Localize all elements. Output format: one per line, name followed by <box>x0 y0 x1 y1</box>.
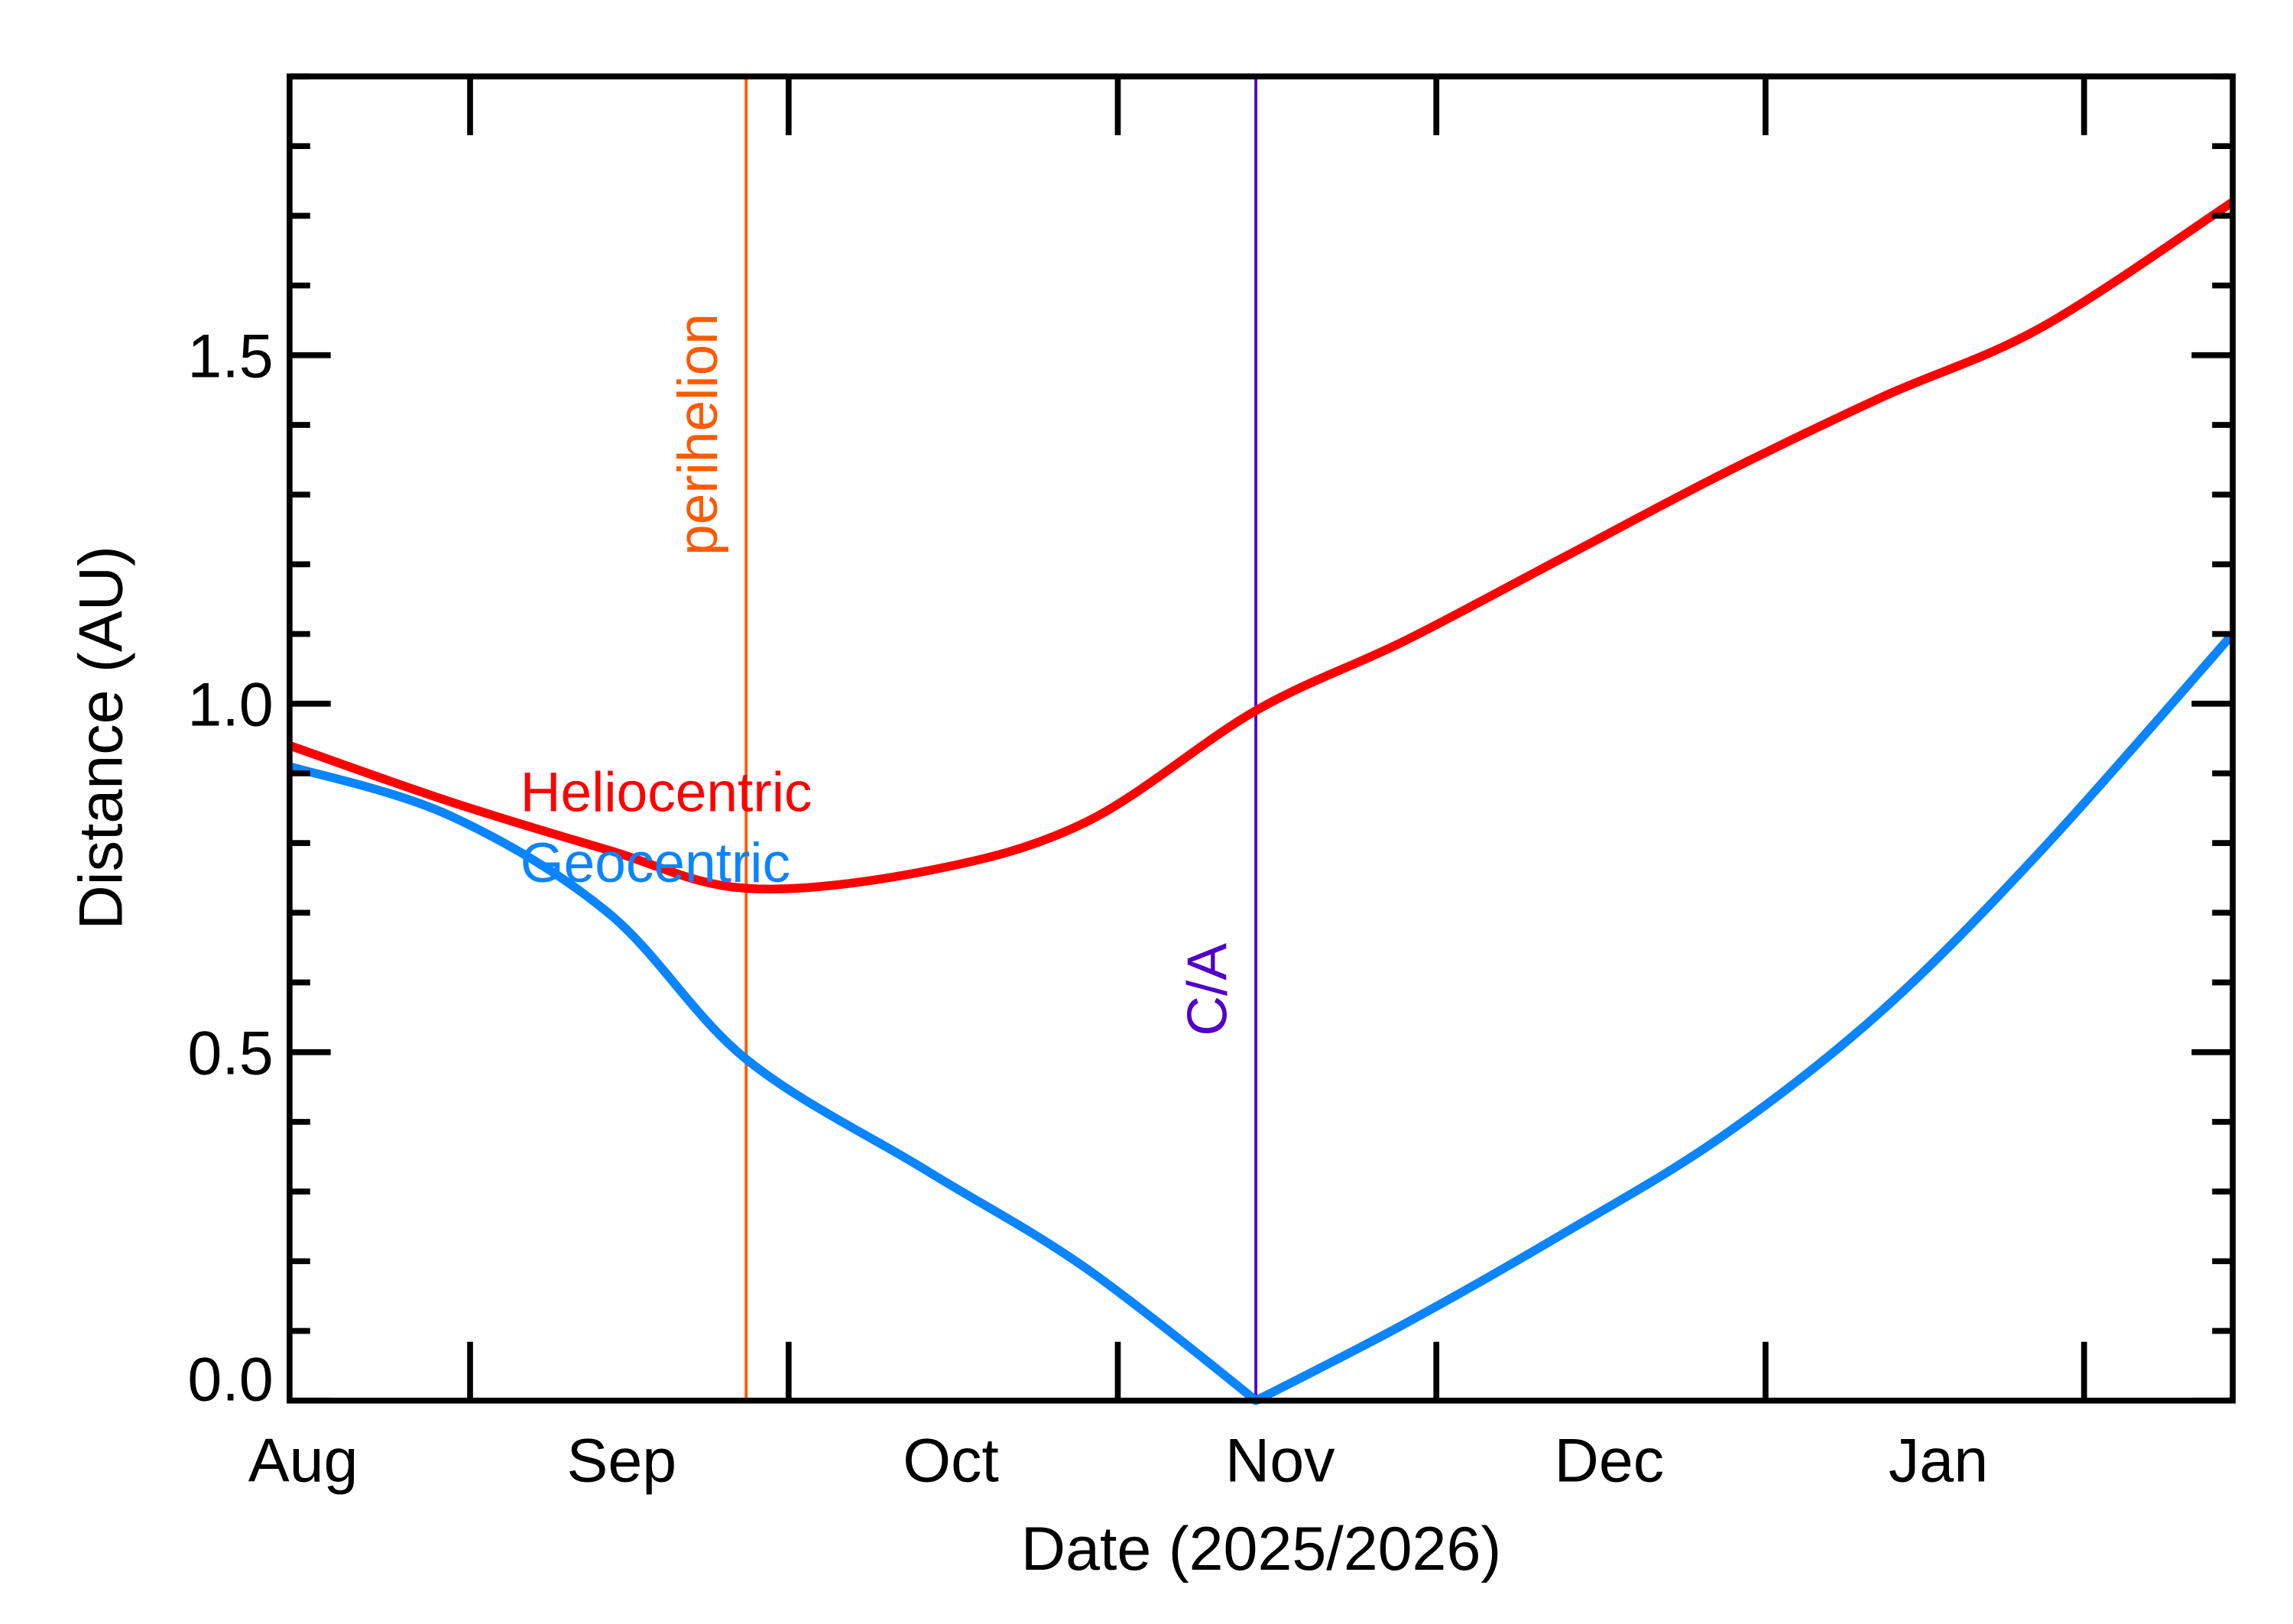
x-tick-label: Aug <box>248 1426 358 1495</box>
x-tick-label: Oct <box>903 1426 999 1495</box>
legend-heliocentric: Heliocentric <box>521 762 812 824</box>
annotation-label-perihelion: perihelion <box>667 313 729 556</box>
y-tick-label: 0.0 <box>187 1346 273 1415</box>
x-tick-label: Dec <box>1555 1426 1665 1495</box>
y-tick-label: 0.5 <box>187 1019 273 1088</box>
plot-frame <box>287 73 2236 1404</box>
y-tick-label: 1.5 <box>187 323 273 391</box>
series-line-heliocentric <box>287 198 2236 894</box>
y-axis-label: Distance (AU) <box>67 546 136 930</box>
x-tick-label: Sep <box>567 1426 677 1495</box>
y-tick-label: 1.0 <box>187 671 273 740</box>
legend-geocentric: Geocentric <box>521 832 790 894</box>
x-tick-label: Jan <box>1889 1426 1988 1495</box>
x-tick-label: Nov <box>1225 1426 1335 1495</box>
annotation-label-ca: C/A <box>1177 943 1239 1036</box>
x-axis-label: Date (2025/2026) <box>1021 1515 1502 1583</box>
